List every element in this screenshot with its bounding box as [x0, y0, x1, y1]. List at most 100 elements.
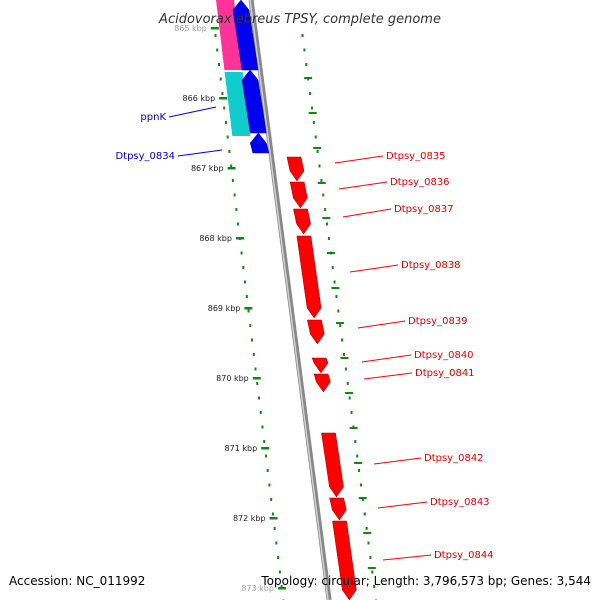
gene-arrow-forward[interactable]: [332, 520, 357, 600]
scale-tick-label: 872 kbp: [233, 514, 266, 523]
ring-dot: [223, 106, 226, 110]
scale-tick: [219, 97, 228, 100]
gene-label-dtpsy-0842[interactable]: Dtpsy_0842: [424, 453, 484, 464]
ring-dash: [304, 77, 313, 79]
ring-dot: [339, 324, 342, 327]
ring-dot: [367, 541, 370, 545]
ring-dash: [349, 427, 358, 429]
ring-dot: [310, 106, 313, 110]
ring-dot: [331, 266, 334, 269]
scale-tick: [252, 377, 261, 380]
ring-dot: [369, 556, 372, 559]
scale-tick: [261, 447, 270, 450]
ring-dot: [314, 135, 317, 139]
gene-arrow-forward[interactable]: [296, 235, 322, 319]
ring-dot: [242, 266, 245, 269]
gene-arrow-forward[interactable]: [311, 357, 329, 374]
ring-dot: [221, 92, 224, 95]
ring-dash: [326, 252, 335, 254]
gene-arrow-forward[interactable]: [293, 208, 311, 235]
scale-tick-label: 866 kbp: [183, 94, 216, 103]
ring-dot: [324, 208, 327, 211]
gene-label-dtpsy-0834[interactable]: Dtpsy_0834: [115, 151, 175, 162]
ring-dash: [367, 567, 376, 569]
genome-backbone-highlight: [249, 0, 329, 600]
ring-dot: [219, 77, 222, 81]
gene-label-dtpsy-0839[interactable]: Dtpsy_0839: [408, 316, 468, 327]
gene-label-dtpsy-0843[interactable]: Dtpsy_0843: [430, 497, 490, 508]
ring-dot: [244, 280, 247, 284]
scale-tick: [269, 517, 278, 520]
ring-dot: [344, 367, 347, 371]
gene-label-dtpsy-0840[interactable]: Dtpsy_0840: [414, 350, 474, 361]
ring-dot: [348, 396, 351, 400]
ring-dot: [333, 280, 336, 284]
ring-dot: [275, 541, 278, 545]
gene-arrow-forward[interactable]: [307, 319, 325, 345]
ring-dot: [363, 512, 366, 516]
gene-label-dtpsy-0844[interactable]: Dtpsy_0844: [434, 550, 494, 561]
ring-dot: [271, 512, 274, 516]
ring-dot: [342, 353, 345, 356]
ring-dot: [240, 251, 243, 255]
ring-dot: [230, 164, 233, 168]
ring-dash: [363, 532, 372, 534]
gene-label-dtpsy-0838[interactable]: Dtpsy_0838: [401, 260, 461, 271]
ring-dash: [308, 112, 317, 114]
ring-dash: [317, 182, 326, 184]
ring-dot: [371, 570, 374, 574]
ring-dot: [214, 34, 217, 37]
gene-leader-line: [338, 181, 388, 190]
ring-dot: [270, 498, 273, 501]
gene-label-dtpsy-0836[interactable]: Dtpsy_0836: [390, 177, 450, 188]
ring-dot: [278, 570, 281, 574]
gene-label-dtpsy-0841[interactable]: Dtpsy_0841: [415, 368, 475, 379]
gene-leader-line: [334, 155, 384, 164]
scale-tick: [210, 27, 219, 30]
ring-dot: [251, 338, 254, 342]
gene-arrow-forward[interactable]: [289, 181, 308, 209]
ring-dot: [228, 150, 231, 153]
ring-dash: [340, 357, 349, 359]
gene-leader-line: [382, 554, 432, 561]
ring-dash: [322, 217, 331, 219]
ring-dot: [224, 121, 227, 124]
ring-dot: [322, 193, 325, 197]
scale-tick-label: 873 kbp: [241, 584, 274, 593]
ring-dot: [365, 527, 368, 530]
ring-dot: [231, 179, 234, 182]
ring-dash: [354, 462, 363, 464]
scale-tick: [227, 167, 236, 170]
gene-arrow-forward[interactable]: [286, 156, 305, 182]
gene-arrow-forward[interactable]: [321, 432, 344, 498]
genome-summary-label: Topology: circular; Length: 3,796,573 bp…: [261, 574, 591, 588]
gene-label-dtpsy-0835[interactable]: Dtpsy_0835: [386, 151, 446, 162]
ring-dot: [341, 338, 344, 342]
scale-tick: [244, 307, 253, 310]
ring-dot: [226, 135, 229, 139]
ring-dot: [303, 48, 306, 52]
gene-label-dtpsy-0837[interactable]: Dtpsy_0837: [394, 204, 454, 215]
gene-label-ppnk[interactable]: ppnK: [140, 112, 166, 123]
map-title: Acidovorax ebreus TPSY, complete genome: [158, 12, 441, 27]
ring-dot: [257, 396, 260, 400]
ring-dot: [263, 440, 266, 443]
scale-ticks-layer: 865 kbp 866 kbp 867 kbp 868 kbp 869 kbp 870 k…: [174, 24, 378, 600]
ring-dot: [247, 309, 250, 313]
gene-arrow-forward[interactable]: [329, 497, 347, 521]
ring-dot: [318, 164, 321, 168]
scale-tick-label: 871 kbp: [225, 444, 258, 453]
scale-tick: [277, 587, 286, 590]
ring-dot: [361, 498, 364, 501]
gene-labels-layer: ppnK Dtpsy_0834 Dtpsy_0835 Dtpsy_0836 Dtpsy_…: [115, 106, 494, 561]
scale-tick-label: 865 kbp: [174, 24, 207, 33]
gene-leader-line: [342, 208, 392, 218]
gene-arrow-reverse[interactable]: [250, 132, 270, 154]
ring-dot: [280, 585, 283, 588]
scale-tick-label: 870 kbp: [216, 374, 249, 383]
ring-dot: [358, 469, 361, 472]
gene-arrow-forward[interactable]: [313, 373, 331, 393]
scale-tick-label: 867 kbp: [191, 164, 224, 173]
gene-leader-line: [377, 501, 428, 509]
gene-leader-line: [361, 354, 412, 363]
